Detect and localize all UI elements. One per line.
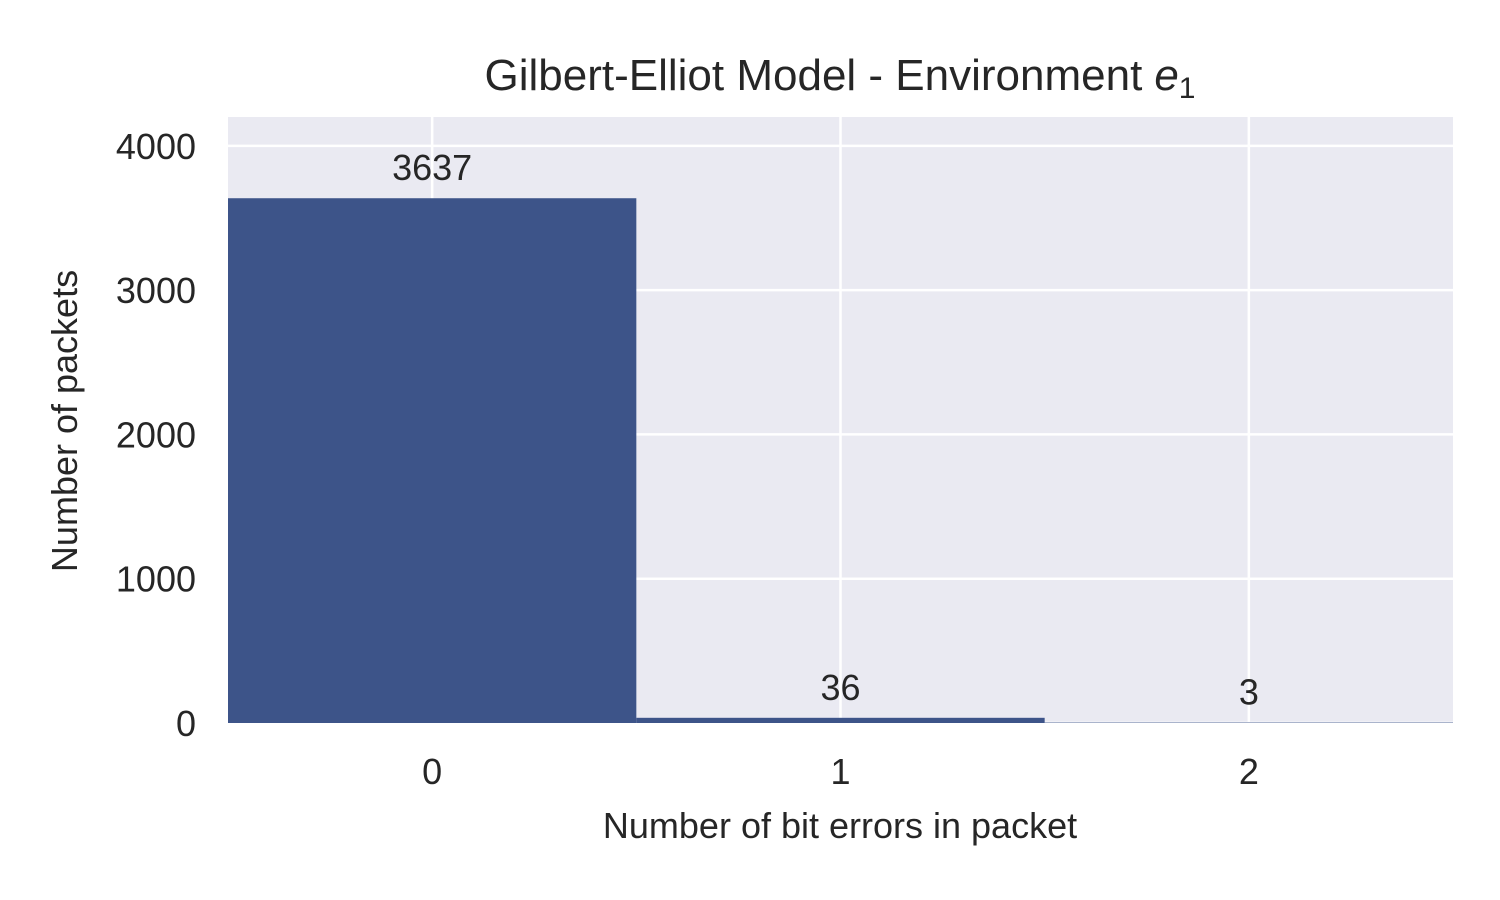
y-tick-labels: 0 1000 2000 3000 4000 xyxy=(116,126,196,744)
y-tick-label: 1000 xyxy=(116,559,196,600)
y-tick-label: 3000 xyxy=(116,270,196,311)
chart-title-symbol: e xyxy=(1154,51,1178,100)
x-tick-labels: 0 1 2 xyxy=(422,751,1259,792)
chart-title-text: Gilbert-Elliot Model - Environment xyxy=(485,51,1143,100)
chart-title-subscript: 1 xyxy=(1179,72,1196,105)
x-tick-label: 0 xyxy=(422,751,442,792)
bar xyxy=(228,198,637,724)
bars xyxy=(228,198,1453,724)
chart-title: Gilbert-Elliot Model - Environment e1 xyxy=(485,51,1196,105)
x-tick-label: 2 xyxy=(1239,751,1259,792)
y-tick-label: 4000 xyxy=(116,126,196,167)
bar xyxy=(636,717,1045,723)
y-axis-label: Number of packets xyxy=(44,270,85,572)
y-tick-label: 0 xyxy=(176,703,196,744)
x-tick-label: 1 xyxy=(830,751,850,792)
data-labels: 3637 36 3 xyxy=(392,147,1259,712)
x-axis-label: Number of bit errors in packet xyxy=(603,805,1077,846)
bar-value-label: 3 xyxy=(1239,672,1259,713)
y-tick-label: 2000 xyxy=(116,414,196,455)
bar-value-label: 36 xyxy=(820,667,860,708)
bar-value-label: 3637 xyxy=(392,147,472,188)
